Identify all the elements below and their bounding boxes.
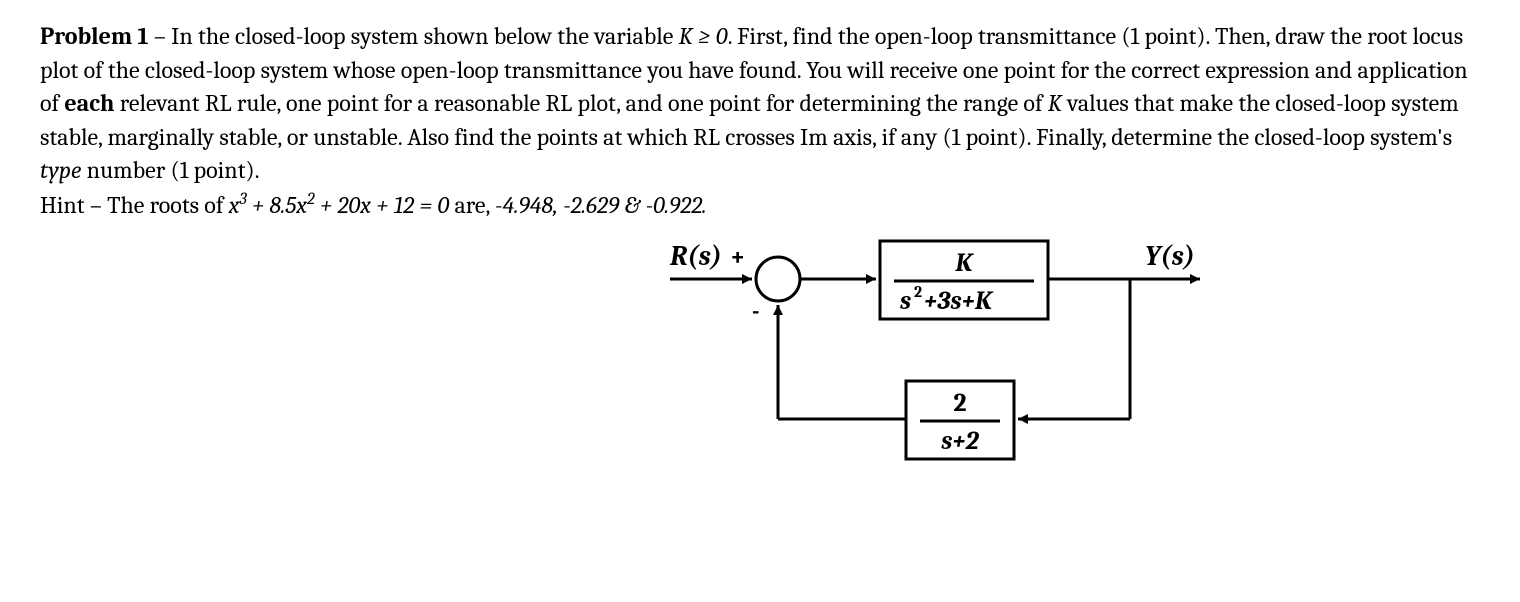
hint-exp2: 2 bbox=[307, 190, 315, 209]
hint-roots: -4.948, -2.629 & -0.922. bbox=[495, 191, 707, 219]
feedback-den: s+2 bbox=[941, 426, 979, 456]
feedback-num: 2 bbox=[953, 388, 966, 418]
sum-minus: - bbox=[752, 297, 759, 325]
t5: number (1 point). bbox=[81, 156, 259, 184]
forward-den-exp: 2 bbox=[914, 283, 922, 301]
each: each bbox=[64, 89, 114, 117]
forward-num: K bbox=[954, 248, 974, 278]
type-word: type bbox=[40, 156, 81, 184]
forward-den-s: s bbox=[900, 286, 911, 316]
problem-text: Problem 1 – In the closed-loop system sh… bbox=[40, 20, 1480, 223]
t1: In the closed-loop system shown below th… bbox=[171, 22, 678, 50]
hint-x2: + 8.5x bbox=[247, 191, 307, 219]
hint-x3: x bbox=[229, 191, 240, 219]
sep: – bbox=[149, 22, 172, 50]
kvar: K bbox=[679, 22, 693, 50]
input-sign: + bbox=[730, 242, 745, 272]
input-label: R(s) bbox=[669, 240, 722, 272]
hint-x1: + 20x + 12 = 0 bbox=[315, 191, 450, 219]
kvar2: K bbox=[1048, 89, 1062, 117]
t3: relevant RL rule, one point for a reason… bbox=[114, 89, 1047, 117]
block-diagram-svg: R(s) + - K s 2 +3s+K Y(s) 2 s+2 bbox=[660, 223, 1220, 483]
output-label: Y(s) bbox=[1145, 240, 1195, 272]
hint-suffix: are, bbox=[449, 191, 495, 219]
forward-den-rest: +3s+K bbox=[924, 286, 994, 316]
cond: ≥ 0 bbox=[693, 22, 728, 50]
problem-label: Problem 1 bbox=[40, 22, 149, 50]
block-diagram: R(s) + - K s 2 +3s+K Y(s) 2 s+2 bbox=[40, 223, 1480, 483]
hint-prefix: Hint – The roots of bbox=[40, 191, 229, 219]
summing-junction bbox=[756, 257, 800, 301]
hint-exp3: 3 bbox=[239, 190, 246, 209]
